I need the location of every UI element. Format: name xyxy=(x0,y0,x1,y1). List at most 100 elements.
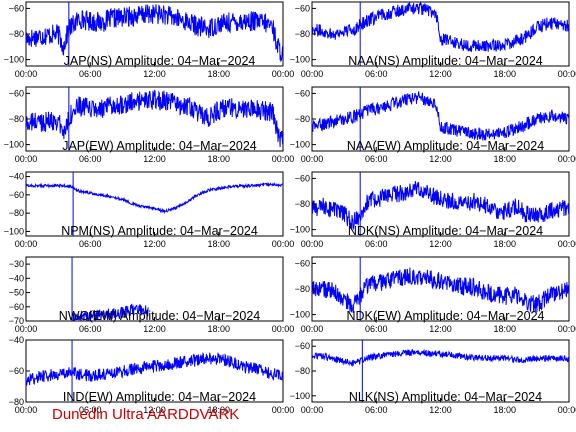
x-tick-label: 00:00 xyxy=(558,69,576,79)
y-tick-label: −100 xyxy=(4,55,24,65)
x-tick-label: 06:00 xyxy=(365,324,388,334)
x-tick-label: 00:00 xyxy=(15,69,38,79)
x-tick-label: 06:00 xyxy=(365,154,388,164)
y-tick-label: −100 xyxy=(290,225,310,235)
x-tick-label: 18:00 xyxy=(493,154,516,164)
panel-title: JAP(EW) Amplitude: 04−Mar−2024 xyxy=(62,139,257,153)
y-tick-label: −60 xyxy=(295,3,310,13)
panel-6: −70 −60 −50 −40 −30 00:00 06:00 12:00 18:00 00:00… xyxy=(9,256,295,334)
y-tick-label: −100 xyxy=(290,391,310,401)
series-line xyxy=(26,351,283,387)
x-tick-label: 12:00 xyxy=(143,154,166,164)
y-tick-label: −60 xyxy=(295,88,310,98)
panel-5: −100 −80 −60 00:00 06:00 12:00 18:00 00:00 NDK(N… xyxy=(290,171,576,249)
x-tick-label: 06:00 xyxy=(79,69,102,79)
x-tick-label: 00:00 xyxy=(15,239,38,249)
panel-title: NWC(EW) Amplitude: 04−Mar−2024 xyxy=(59,309,261,323)
x-tick-label: 18:00 xyxy=(493,324,516,334)
y-tick-label: −60 xyxy=(295,258,310,268)
x-tick-label: 12:00 xyxy=(143,69,166,79)
x-tick-label: 12:00 xyxy=(143,405,166,415)
y-tick-label: −70 xyxy=(9,316,24,326)
x-tick-label: 12:00 xyxy=(429,324,452,334)
x-tick-label: 12:00 xyxy=(429,154,452,164)
y-tick-label: −60 xyxy=(9,88,24,98)
x-tick-label: 06:00 xyxy=(79,154,102,164)
x-tick-label: 00:00 xyxy=(15,154,38,164)
y-tick-label: −60 xyxy=(9,190,24,200)
plot-frame xyxy=(25,171,284,237)
y-tick-label: −30 xyxy=(9,259,24,269)
x-tick-label: 06:00 xyxy=(365,239,388,249)
x-tick-label: 18:00 xyxy=(493,239,516,249)
x-tick-label: 00:00 xyxy=(15,405,38,415)
x-tick-label: 18:00 xyxy=(493,405,516,415)
y-tick-label: −80 xyxy=(295,284,310,294)
x-tick-label: 00:00 xyxy=(558,405,576,415)
panel-3: −100 −80 −60 00:00 06:00 12:00 18:00 00:00 NAA(E… xyxy=(290,86,576,164)
x-tick-label: 00:00 xyxy=(272,154,295,164)
y-tick-label: −60 xyxy=(9,366,24,376)
y-tick-label: −100 xyxy=(290,310,310,320)
panel-title: NAA(EW) Amplitude: 04−Mar−2024 xyxy=(347,139,544,153)
footer-label: Dunedin Ultra AARDDVARK xyxy=(52,406,240,423)
x-tick-label: 12:00 xyxy=(143,324,166,334)
y-tick-label: −60 xyxy=(9,3,24,13)
y-tick-label: −80 xyxy=(9,29,24,39)
x-tick-label: 12:00 xyxy=(143,239,166,249)
y-tick-label: −40 xyxy=(9,335,24,345)
panel-title: NDK(EW) Amplitude: 04−Mar−2024 xyxy=(346,309,544,323)
x-tick-label: 00:00 xyxy=(272,69,295,79)
x-tick-label: 00:00 xyxy=(272,239,295,249)
y-tick-label: −60 xyxy=(295,341,310,351)
x-tick-label: 18:00 xyxy=(207,154,230,164)
x-tick-label: 00:00 xyxy=(301,324,324,334)
y-tick-label: −80 xyxy=(9,114,24,124)
y-tick-label: −80 xyxy=(295,114,310,124)
series-line xyxy=(26,181,283,215)
panel-title: NLK(NS) Amplitude: 04−Mar−2024 xyxy=(349,390,542,404)
x-tick-label: 06:00 xyxy=(79,239,102,249)
y-tick-label: −80 xyxy=(295,29,310,39)
series-line xyxy=(70,303,149,321)
y-tick-label: −80 xyxy=(295,199,310,209)
x-tick-label: 06:00 xyxy=(365,69,388,79)
x-tick-label: 00:00 xyxy=(301,405,324,415)
x-tick-label: 12:00 xyxy=(429,405,452,415)
series-line xyxy=(312,180,569,230)
y-tick-label: −100 xyxy=(4,226,24,236)
x-tick-label: 00:00 xyxy=(301,239,324,249)
panel-9: −100 −80 −60 00:00 06:00 12:00 18:00 00:00 NLK(N… xyxy=(290,339,576,415)
x-tick-label: 18:00 xyxy=(207,405,230,415)
y-tick-label: −80 xyxy=(295,366,310,376)
panel-title: NDK(NS) Amplitude: 04−Mar−2024 xyxy=(348,224,543,238)
y-tick-label: −80 xyxy=(9,397,24,407)
y-tick-label: −60 xyxy=(295,173,310,183)
x-tick-label: 12:00 xyxy=(429,69,452,79)
y-tick-label: −60 xyxy=(9,302,24,312)
panel-4: −100 −80 −60 −40 00:00 06:00 12:00 18:00 00:00 NP… xyxy=(4,171,295,249)
panel-0: −100 −80 −60 00:00 06:00 12:00 18:00 00:00 JAP(N… xyxy=(4,1,295,79)
panel-7: −100 −80 −60 00:00 06:00 12:00 18:00 00:00 NDK(E… xyxy=(290,256,576,334)
x-tick-label: 12:00 xyxy=(429,239,452,249)
x-tick-label: 06:00 xyxy=(365,405,388,415)
x-tick-label: 06:00 xyxy=(79,324,102,334)
x-tick-label: 18:00 xyxy=(207,324,230,334)
y-tick-label: −50 xyxy=(9,288,24,298)
panel-title: IND(EW) Amplitude: 04−Mar−2024 xyxy=(63,390,256,404)
x-tick-label: 00:00 xyxy=(272,405,295,415)
x-tick-label: 00:00 xyxy=(558,239,576,249)
x-tick-label: 00:00 xyxy=(558,324,576,334)
panel-8: −80 −60 −40 00:00 06:00 12:00 18:00 00:00 IND(EW… xyxy=(9,335,295,415)
series-line xyxy=(312,267,569,314)
plot-frame xyxy=(311,256,570,322)
plot-frame xyxy=(25,256,284,322)
series-line xyxy=(312,91,569,141)
y-tick-label: −100 xyxy=(4,140,24,150)
series-line xyxy=(312,2,569,53)
x-tick-label: 00:00 xyxy=(272,324,295,334)
y-tick-label: −100 xyxy=(290,140,310,150)
panel-1: −100 −80 −60 00:00 06:00 12:00 18:00 00:00 NAA(N… xyxy=(290,1,576,79)
panel-title: JAP(NS) Amplitude: 04−Mar−2024 xyxy=(64,54,256,68)
